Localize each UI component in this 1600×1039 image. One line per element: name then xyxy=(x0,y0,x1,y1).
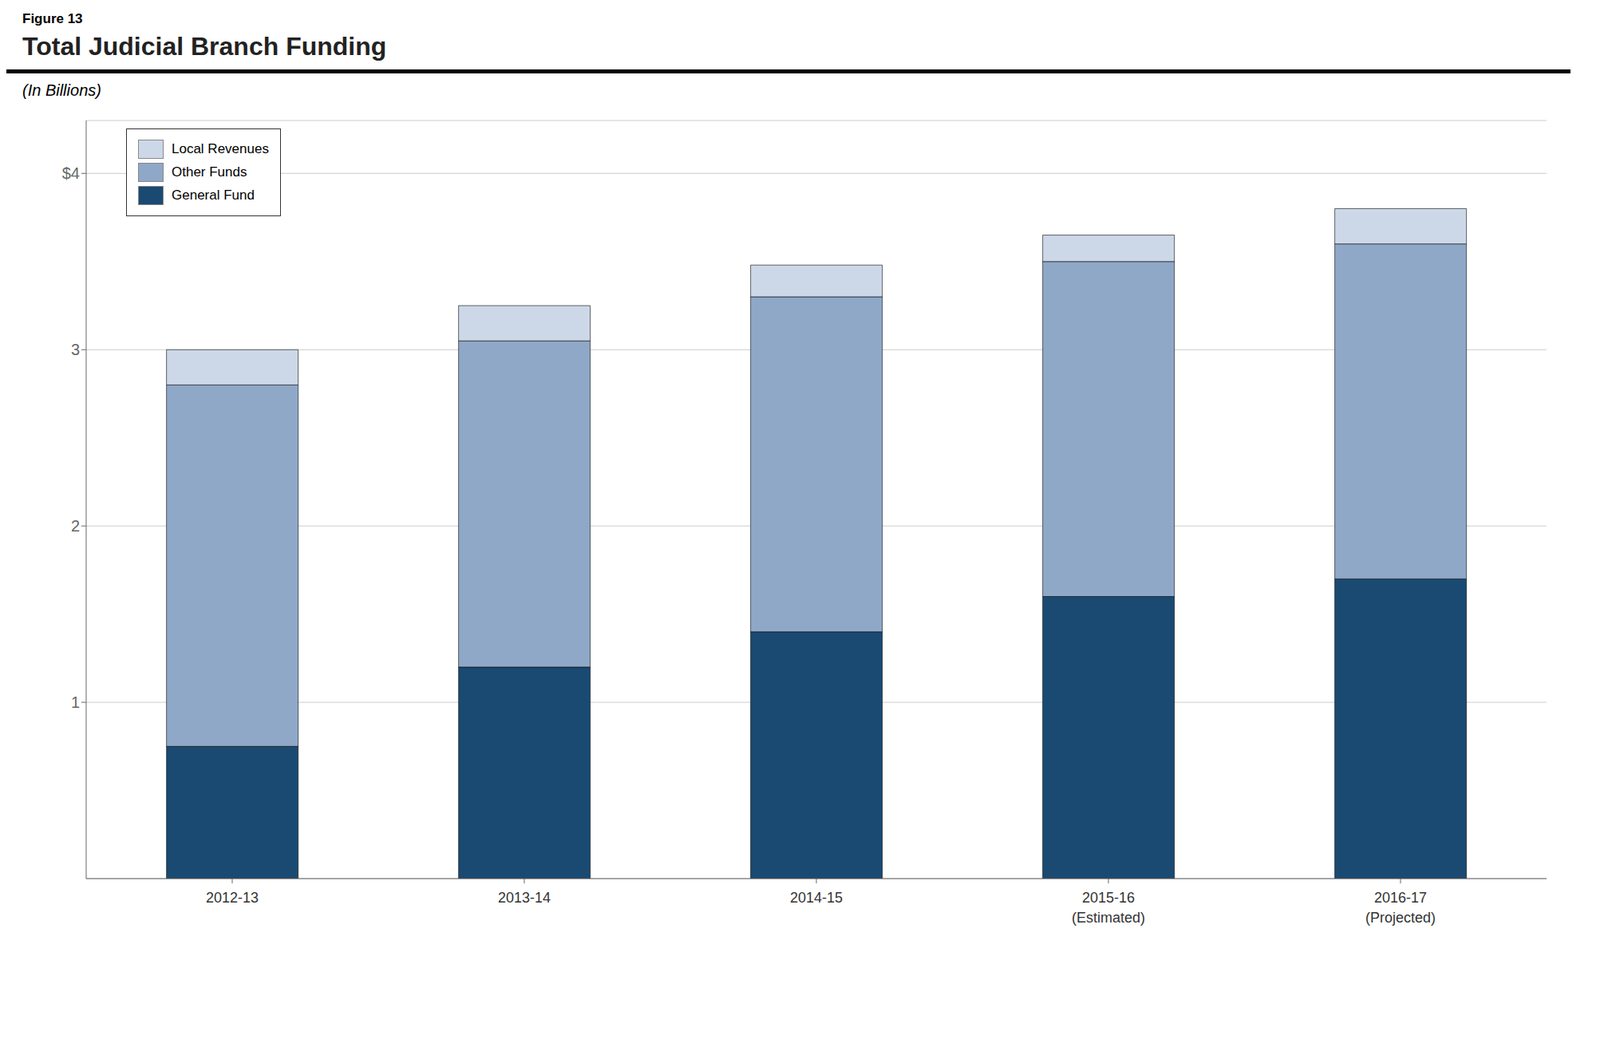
svg-text:2014-15: 2014-15 xyxy=(790,889,843,906)
svg-text:2016-17(Projected): 2016-17(Projected) xyxy=(1365,889,1436,926)
html-text:Total Judicial Branch Funding: Total Judicial Branch Funding xyxy=(22,31,387,61)
svg-text:2015-16(Estimated): 2015-16(Estimated) xyxy=(1071,889,1146,926)
html-text:(In Billions): (In Billions) xyxy=(22,81,102,99)
html-text:Figure 13: Figure 13 xyxy=(22,11,83,27)
html-text:Local Revenues: Local Revenues xyxy=(171,141,269,157)
svg-text:2013-14: 2013-14 xyxy=(497,889,551,906)
svg-text:2012-13: 2012-13 xyxy=(205,889,259,906)
svg-text:$4: $4 xyxy=(62,164,80,182)
html-text:Other Funds: Other Funds xyxy=(171,164,247,180)
svg-text:1: 1 xyxy=(71,693,80,712)
svg-text:3: 3 xyxy=(71,340,80,359)
svg-text:2: 2 xyxy=(71,517,80,535)
html-text:General Fund: General Fund xyxy=(171,187,255,203)
